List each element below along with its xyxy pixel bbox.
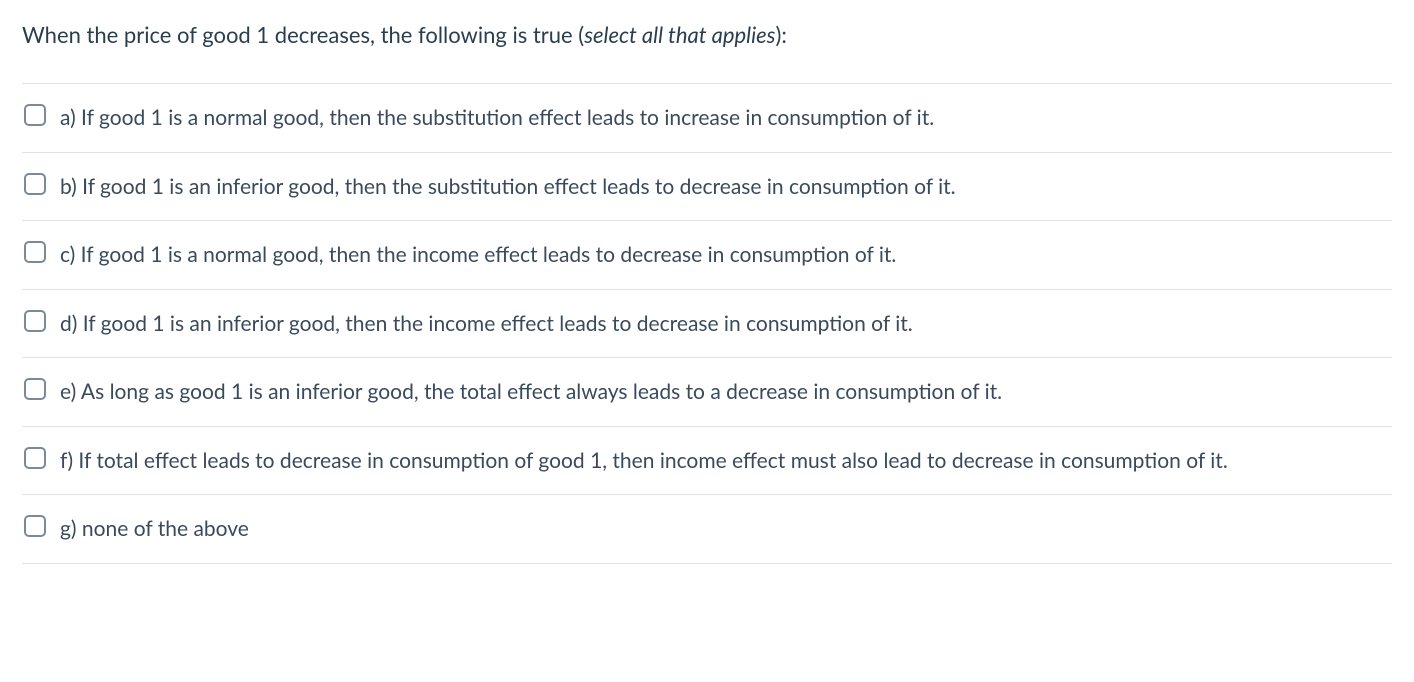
option-checkbox[interactable]: [24, 104, 46, 126]
option-label[interactable]: c) If good 1 is a normal good, then the …: [60, 239, 896, 271]
checkbox-wrapper: [24, 173, 46, 199]
option-label[interactable]: e) As long as good 1 is an inferior good…: [60, 376, 1002, 408]
question-stem: When the price of good 1 decreases, the …: [22, 18, 1392, 51]
checkbox-wrapper: [24, 104, 46, 130]
option-row: e) As long as good 1 is an inferior good…: [22, 357, 1392, 426]
option-row: c) If good 1 is a normal good, then the …: [22, 220, 1392, 289]
option-row: g) none of the above: [22, 494, 1392, 564]
stem-suffix: ):: [776, 21, 787, 48]
option-checkbox[interactable]: [24, 241, 46, 263]
option-row: b) If good 1 is an inferior good, then t…: [22, 152, 1392, 221]
option-label[interactable]: g) none of the above: [60, 513, 249, 545]
checkbox-wrapper: [24, 515, 46, 541]
option-checkbox[interactable]: [24, 447, 46, 469]
option-label[interactable]: a) If good 1 is a normal good, then the …: [60, 102, 934, 134]
checkbox-wrapper: [24, 241, 46, 267]
checkbox-wrapper: [24, 378, 46, 404]
option-row: a) If good 1 is a normal good, then the …: [22, 83, 1392, 152]
option-label[interactable]: b) If good 1 is an inferior good, then t…: [60, 171, 956, 203]
option-label[interactable]: d) If good 1 is an inferior good, then t…: [60, 308, 913, 340]
option-checkbox[interactable]: [24, 378, 46, 400]
stem-italic: select all that applies: [584, 21, 775, 48]
option-label[interactable]: f) If total effect leads to decrease in …: [60, 445, 1228, 477]
checkbox-wrapper: [24, 310, 46, 336]
option-checkbox[interactable]: [24, 310, 46, 332]
option-checkbox[interactable]: [24, 515, 46, 537]
checkbox-wrapper: [24, 447, 46, 473]
option-checkbox[interactable]: [24, 173, 46, 195]
option-row: f) If total effect leads to decrease in …: [22, 426, 1392, 495]
stem-prefix: When the price of good 1 decreases, the …: [22, 21, 584, 48]
option-row: d) If good 1 is an inferior good, then t…: [22, 289, 1392, 358]
options-container: a) If good 1 is a normal good, then the …: [22, 83, 1392, 564]
